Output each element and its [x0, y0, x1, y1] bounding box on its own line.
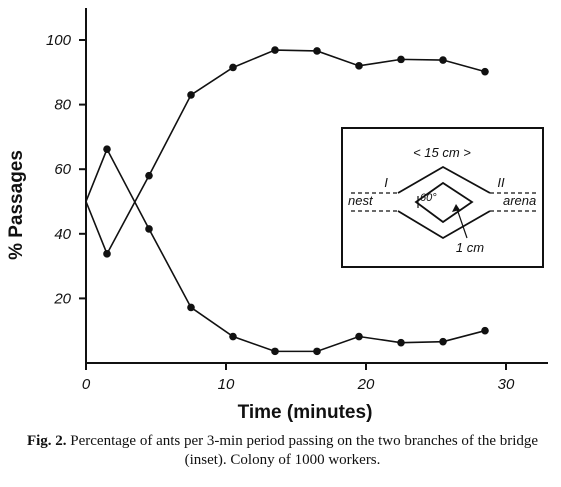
series-1-point — [271, 46, 279, 54]
series-2-point — [229, 332, 237, 341]
y-tick-label: 60 — [54, 161, 71, 178]
width-pointer — [455, 205, 468, 239]
x-tick-label: 0 — [82, 376, 91, 393]
series-2-point — [481, 326, 489, 335]
series-2-point — [271, 347, 279, 356]
y-tick-label: 100 — [46, 32, 72, 49]
inset-width-label: 1 cm — [456, 240, 484, 255]
series-2-point — [355, 332, 363, 341]
series-1-point — [397, 55, 405, 64]
inset-angle-label: 60° — [420, 192, 437, 204]
x-tick-label: 30 — [498, 376, 515, 393]
inset-branch-one: I — [384, 175, 388, 190]
width-pointer-head — [452, 204, 460, 212]
figure-caption: Fig. 2. Percentage of ants per 3-min per… — [20, 432, 545, 470]
series-1-point — [355, 62, 363, 70]
x-tick-label: 10 — [218, 376, 235, 393]
inset-nest-label: nest — [348, 193, 374, 208]
caption-label: Fig. 2. — [26, 433, 67, 449]
series-2-point — [439, 337, 447, 346]
series-2-point — [145, 225, 153, 233]
series-1-point — [103, 250, 111, 258]
bridge-inner-diamond — [414, 181, 474, 224]
y-axis-label: % Passages — [6, 150, 27, 260]
bridge-outer-outline-top — [397, 165, 491, 194]
y-tick-label: 20 — [53, 290, 71, 307]
inset-frame — [341, 127, 544, 268]
series-1-point — [439, 56, 447, 64]
y-tick-label: 40 — [54, 226, 71, 243]
inset-arena-label: arena — [503, 193, 536, 208]
series-2-point — [187, 303, 195, 312]
x-tick-label: 20 — [357, 376, 375, 393]
series-1-point — [187, 91, 195, 99]
bridge-outer-outline-bottom — [397, 210, 491, 240]
inset-dimension: < 15 cm > — [413, 145, 471, 160]
series-2-point — [103, 145, 111, 153]
caption-text: Percentage of ants per 3-min period pass… — [70, 433, 539, 468]
series-1-point — [313, 47, 321, 55]
series-1-point — [481, 67, 489, 76]
series-2-point — [397, 338, 405, 347]
x-axis-label: Time (minutes) — [238, 402, 373, 423]
series-2-point — [313, 347, 321, 356]
y-tick-label: 80 — [54, 97, 71, 114]
inset-bridge-diagram: < 15 cm > I II nest arena 60° 1 cm — [341, 127, 544, 268]
series-1-point — [229, 63, 237, 72]
series-1-point — [145, 171, 153, 180]
inset-branch-two: II — [497, 175, 505, 190]
